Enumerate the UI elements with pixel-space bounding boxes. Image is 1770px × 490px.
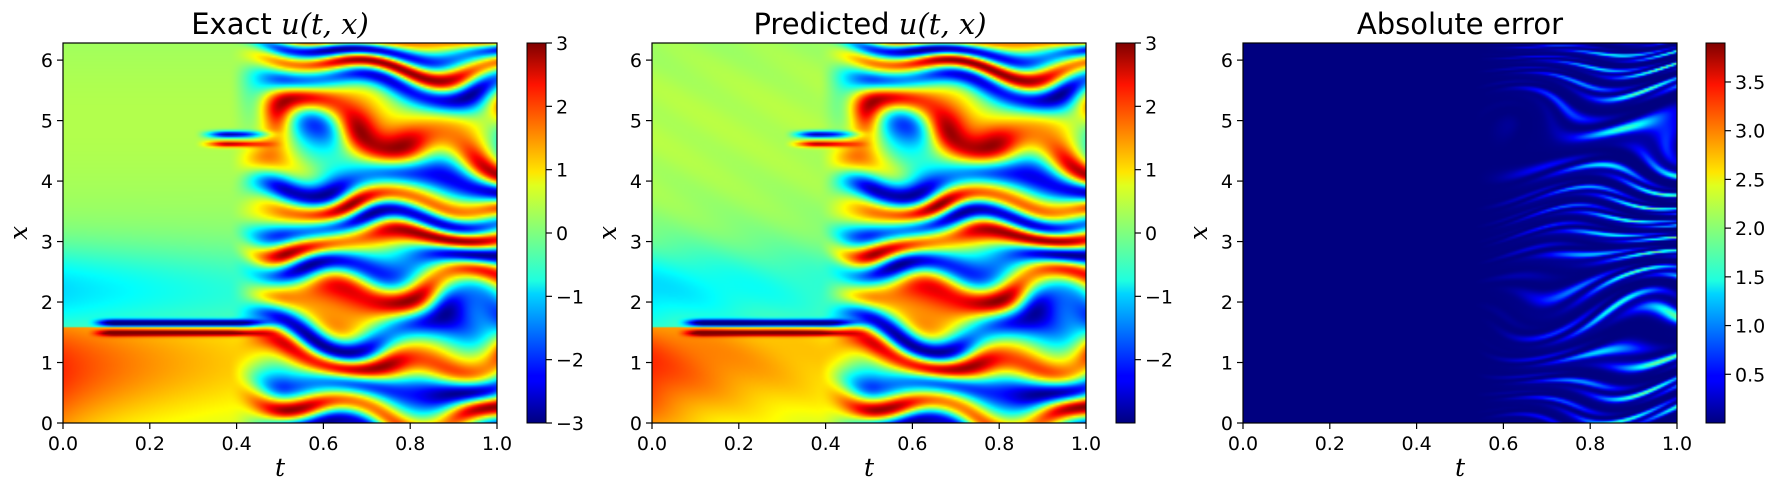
panel-exact-ylabel: x (4, 226, 33, 240)
y-tick-label: 2 (1221, 292, 1233, 314)
colorbar-tick-label: −1 (1145, 286, 1173, 308)
panel-error-colorbar (1705, 42, 1726, 424)
y-tick-label: 4 (1221, 171, 1233, 193)
panel-error-ylabel: x (1184, 226, 1213, 240)
x-tick-label: 0.4 (810, 433, 840, 455)
panel-error-heatmap (1243, 43, 1677, 423)
panel-predicted-colorbar-ticks: −2 −1 0 1 2 3 (1135, 33, 1173, 372)
x-tick-label: 0.2 (724, 433, 754, 455)
y-tick-label: 5 (1221, 111, 1233, 133)
colorbar-tick-label: 3.0 (1735, 121, 1765, 143)
x-tick-label: 0.2 (1315, 433, 1345, 455)
x-tick-label: 0.8 (984, 433, 1014, 455)
panel-error-y-ticks: 0 1 2 3 4 5 6 (1221, 50, 1243, 435)
colorbar-tick-label: −3 (556, 413, 584, 435)
panel-predicted-heatmap (652, 43, 1086, 423)
x-tick-label: 0.4 (1401, 433, 1431, 455)
x-tick-label: 1.0 (482, 433, 512, 455)
panel-error-frame (1242, 42, 1678, 424)
x-tick-label: 0.4 (221, 433, 251, 455)
x-tick-label: 0.6 (1488, 433, 1518, 455)
y-tick-label: 1 (630, 353, 642, 375)
panel-error-x-ticks: 0.0 0.2 0.4 0.6 0.8 1.0 (1228, 423, 1692, 455)
colorbar-tick-label: 3.5 (1735, 72, 1765, 94)
colorbar-tick-label: 0 (1145, 223, 1157, 245)
panel-predicted-ylabel: x (593, 226, 622, 240)
colorbar-tick-label: 1 (556, 160, 568, 182)
y-tick-label: 1 (1221, 353, 1233, 375)
y-tick-label: 2 (630, 292, 642, 314)
x-tick-label: 0.0 (48, 433, 78, 455)
panel-predicted-xlabel: t (864, 453, 875, 482)
y-tick-label: 5 (41, 111, 53, 133)
y-tick-label: 0 (1221, 413, 1233, 435)
y-tick-label: 1 (41, 353, 53, 375)
panel-predicted: Predicted u(t, x) 0.0 0.2 0.4 0.6 0.8 1.0 0 1 2… (593, 7, 1173, 482)
panel-error: Absolute error 0.0 0.2 0.4 0.6 0.8 1.0 0 1 2 3 4 5… (1184, 7, 1765, 482)
x-tick-label: 0.2 (135, 433, 165, 455)
panel-exact-xlabel: t (275, 453, 286, 482)
x-tick-label: 1.0 (1071, 433, 1101, 455)
panel-exact-colorbar (526, 42, 547, 424)
colorbar-tick-label: 2.5 (1735, 169, 1765, 191)
colorbar-tick-label: 0.5 (1735, 364, 1765, 386)
panel-exact: Exact u(t, x) 0.0 0.2 0.4 0.6 0.8 1.0 0 1 2 3 4 5 6… (4, 7, 584, 482)
panel-exact-frame (62, 42, 498, 424)
y-tick-label: 6 (1221, 50, 1233, 72)
panel-predicted-x-ticks: 0.0 0.2 0.4 0.6 0.8 1.0 (637, 423, 1101, 455)
colorbar-tick-label: 0 (556, 223, 568, 245)
colorbar-tick-label: 2.0 (1735, 218, 1765, 240)
x-tick-label: 0.6 (897, 433, 927, 455)
x-tick-label: 0.6 (308, 433, 338, 455)
panel-exact-colorbar-ticks: −3 −2 −1 0 1 2 3 (546, 33, 584, 435)
colorbar-tick-label: −2 (556, 350, 584, 372)
x-tick-label: 1.0 (1662, 433, 1692, 455)
colorbar-tick-label: −1 (556, 286, 584, 308)
panel-exact-y-ticks: 0 1 2 3 4 5 6 (41, 50, 63, 435)
colorbar-tick-label: 1 (1145, 160, 1157, 182)
colorbar-tick-label: −2 (1145, 350, 1173, 372)
panel-exact-heatmap (63, 43, 497, 423)
y-tick-label: 0 (41, 413, 53, 435)
y-tick-label: 2 (41, 292, 53, 314)
panel-predicted-colorbar (1115, 42, 1136, 424)
colorbar-tick-label: 2 (1145, 96, 1157, 118)
panel-error-title: Absolute error (1357, 7, 1563, 41)
colorbar-tick-label: 3 (1145, 33, 1157, 55)
panel-error-colorbar-ticks: 0.5 1.0 1.5 2.0 2.5 3.0 3.5 (1725, 72, 1765, 386)
panel-error-xlabel: t (1455, 453, 1466, 482)
panel-predicted-frame (651, 42, 1087, 424)
x-tick-label: 0.8 (1575, 433, 1605, 455)
y-tick-label: 6 (41, 50, 53, 72)
y-tick-label: 4 (41, 171, 53, 193)
y-tick-label: 0 (630, 413, 642, 435)
y-tick-label: 6 (630, 50, 642, 72)
x-tick-label: 0.0 (637, 433, 667, 455)
panel-predicted-title: Predicted u(t, x) (753, 7, 986, 41)
panel-exact-x-ticks: 0.0 0.2 0.4 0.6 0.8 1.0 (48, 423, 512, 455)
y-tick-label: 3 (41, 232, 53, 254)
x-tick-label: 0.0 (1228, 433, 1258, 455)
colorbar-tick-label: 1.0 (1735, 316, 1765, 338)
y-tick-label: 4 (630, 171, 642, 193)
colorbar-tick-label: 1.5 (1735, 267, 1765, 289)
y-tick-label: 3 (630, 232, 642, 254)
colorbar-tick-label: 3 (556, 33, 568, 55)
colorbar-tick-label: 2 (556, 96, 568, 118)
x-tick-label: 0.8 (395, 433, 425, 455)
panel-predicted-y-ticks: 0 1 2 3 4 5 6 (630, 50, 652, 435)
panel-exact-title: Exact u(t, x) (191, 7, 369, 41)
y-tick-label: 5 (630, 111, 642, 133)
y-tick-label: 3 (1221, 232, 1233, 254)
